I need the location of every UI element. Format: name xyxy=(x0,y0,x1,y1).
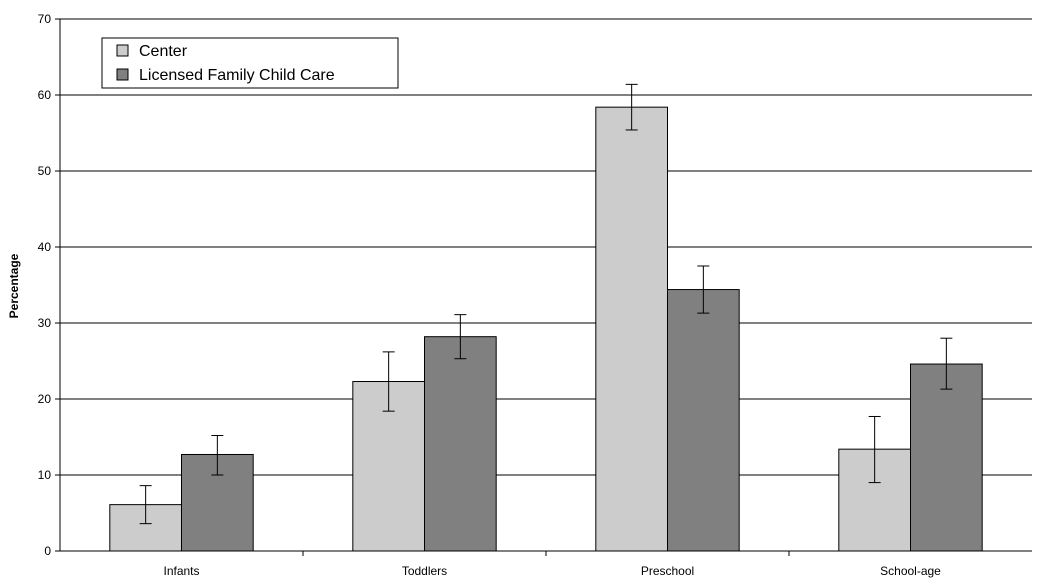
legend-swatch xyxy=(116,44,129,57)
x-category-label: School-age xyxy=(880,564,941,578)
legend-label: Licensed Family Child Care xyxy=(139,67,335,84)
x-category-label: Infants xyxy=(163,564,199,578)
y-tick-label: 30 xyxy=(38,316,52,330)
y-tick-label: 50 xyxy=(38,164,52,178)
y-tick-label: 60 xyxy=(38,88,52,102)
x-category-labels: Infants Toddlers Preschool School-age xyxy=(163,564,941,578)
y-tick-labels: 0 10 20 30 40 50 60 70 xyxy=(38,12,52,558)
axes xyxy=(55,18,1032,556)
bars xyxy=(109,106,983,552)
error-bars xyxy=(139,83,953,525)
gridlines xyxy=(60,18,1032,476)
y-tick-label: 10 xyxy=(38,468,52,482)
legend-box xyxy=(101,37,399,89)
y-axis-label: Percentage xyxy=(7,253,21,318)
bar-center xyxy=(595,106,668,552)
bar-licensed-family-child-care xyxy=(910,363,983,552)
legend: Center Licensed Family Child Care xyxy=(101,37,399,89)
y-tick-label: 20 xyxy=(38,392,52,406)
bar-licensed-family-child-care xyxy=(424,336,497,552)
x-category-label: Preschool xyxy=(641,564,694,578)
y-tick-label: 70 xyxy=(38,12,52,26)
bar-licensed-family-child-care xyxy=(667,289,740,552)
y-tick-label: 0 xyxy=(44,544,51,558)
legend-swatch xyxy=(116,68,129,81)
x-category-label: Toddlers xyxy=(402,564,447,578)
legend-label: Center xyxy=(139,43,188,60)
y-tick-label: 40 xyxy=(38,240,52,254)
